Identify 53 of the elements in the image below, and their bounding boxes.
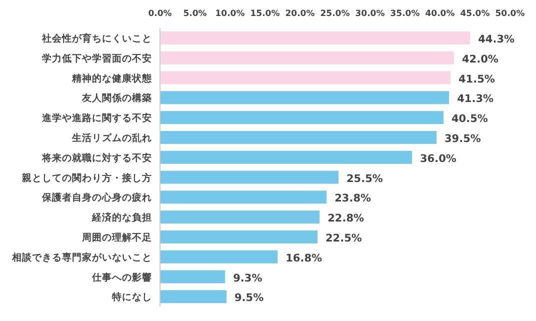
data-label: 25.5%	[346, 172, 384, 185]
data-label: 9.3%	[233, 272, 263, 284]
y-tick-label: 相談できる専門家がいないこと	[11, 251, 152, 264]
bar	[160, 51, 454, 64]
y-tick-label: 周囲の理解不足	[81, 231, 152, 244]
x-tick-label: 5.0%	[183, 9, 208, 19]
bar	[160, 170, 338, 184]
bar	[160, 210, 320, 224]
bar	[160, 31, 470, 44]
x-tick-label: 10.0%	[215, 9, 246, 19]
data-label: 36.0%	[420, 152, 457, 165]
bar	[160, 130, 436, 144]
data-label: 16.8%	[286, 252, 323, 264]
bar	[160, 190, 327, 204]
x-tick-label: 50.0%	[495, 9, 526, 19]
y-tick-label: 友人関係の構築	[81, 92, 152, 104]
data-label: 42.0%	[462, 53, 499, 66]
x-tick-label: 0.0%	[148, 9, 172, 19]
y-tick-label: 精神的な健康状態	[71, 72, 153, 84]
bar	[160, 230, 318, 244]
data-label: 41.5%	[458, 73, 496, 86]
y-tick-label: 生活リズムの乱れ	[71, 132, 152, 144]
data-label: 22.8%	[328, 212, 365, 225]
bar	[160, 270, 226, 284]
y-tick-label: 親としての関わり方・接し方	[21, 172, 152, 184]
y-tick-label: 学力低下や学習面の不安	[42, 52, 152, 64]
x-tick-label: 45.0%	[460, 9, 490, 19]
y-tick-label: 社会性が育ちにくいこと	[41, 32, 152, 44]
y-tick-label: 仕事への影響	[91, 271, 152, 284]
y-tick-label: 保護者自身の心身の疲れ	[41, 192, 152, 204]
data-label: 39.5%	[444, 132, 482, 145]
data-label: 23.8%	[334, 192, 372, 205]
y-tick-label: 将来の就職に対する不安	[41, 152, 152, 164]
bar	[160, 71, 450, 84]
x-tick-label: 40.0%	[425, 9, 456, 19]
x-tick-label: 20.0%	[285, 9, 316, 19]
x-tick-label: 15.0%	[250, 9, 280, 19]
bar	[160, 111, 444, 124]
bar	[160, 91, 450, 104]
data-label: 44.3%	[478, 33, 516, 46]
x-tick-label: 30.0%	[355, 9, 386, 19]
data-label: 22.5%	[326, 232, 362, 244]
data-label: 9.5%	[234, 292, 264, 304]
y-tick-label: 進学や進路に関する不安	[41, 112, 152, 124]
x-tick-label: 35.0%	[390, 9, 420, 19]
bar	[160, 290, 226, 304]
bar	[160, 250, 278, 264]
y-tick-label: 特になし	[111, 291, 152, 304]
bar	[160, 150, 412, 164]
data-label: 40.5%	[452, 113, 488, 126]
y-tick-label: 経済的な負担	[91, 212, 152, 224]
x-tick-label: 25.0%	[320, 9, 350, 19]
data-label: 41.3%	[457, 93, 494, 106]
